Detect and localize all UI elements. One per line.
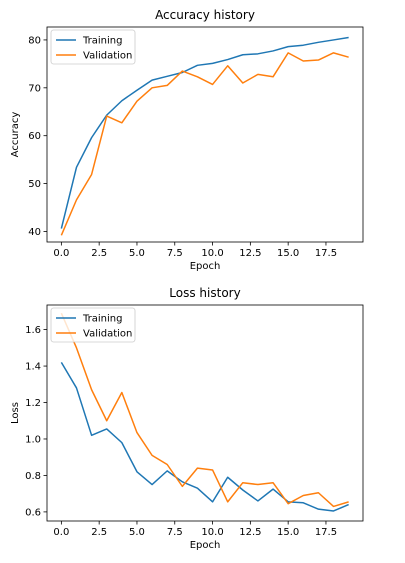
plot-frame [46, 26, 364, 243]
x-axis-label: Epoch [190, 261, 221, 272]
x-axis-label: Epoch [190, 540, 221, 551]
x-tick-label: 5.0 [129, 527, 145, 538]
legend-label: Training [82, 314, 122, 325]
y-tick-label: 40 [28, 227, 41, 238]
x-tick-label: 0.0 [53, 527, 69, 538]
x-tick-label: 12.5 [239, 248, 261, 259]
x-tick-label: 10.0 [201, 527, 223, 538]
y-tick-label: 0.8 [25, 471, 41, 482]
series-line-validation [60, 52, 349, 236]
x-tick-label: 2.5 [91, 248, 107, 259]
x-tick-label: 15.0 [277, 527, 299, 538]
y-tick-label: 1.6 [25, 325, 41, 336]
y-tick-label: 50 [28, 179, 41, 190]
subplot-2: 0.0 2.5 5.0 7.5 10.0 12.5 15.0 17.5 0.6 0.8 1.0 1.2… [10, 286, 364, 551]
legend: Training Validation [50, 29, 136, 65]
x-tick-label: 2.5 [91, 527, 107, 538]
y-tick-label: 1.4 [25, 362, 41, 373]
x-tick-label: 7.5 [167, 527, 183, 538]
y-axis-label: Accuracy [10, 112, 21, 158]
x-tick-label: 0.0 [53, 248, 69, 259]
series-line-training [60, 36, 349, 229]
legend: Training Validation [50, 307, 136, 343]
x-tick-label: 15.0 [277, 248, 299, 259]
y-tick-label: 0.6 [25, 507, 41, 518]
x-tick-label: 17.5 [315, 527, 337, 538]
series-line-training [60, 362, 349, 512]
y-tick-label: 80 [28, 35, 41, 46]
x-tick-label: 12.5 [239, 527, 261, 538]
x-tick-label: 7.5 [167, 248, 183, 259]
plot-frame [46, 304, 364, 522]
y-axis-label: Loss [10, 402, 21, 424]
y-tick-label: 60 [28, 131, 41, 142]
subplot-1: 0.0 2.5 5.0 7.5 10.0 12.5 15.0 17.5 40 50 60 70 80 Ac… [10, 8, 364, 272]
chart-title: Accuracy history [155, 8, 255, 22]
y-tick-label: 1.0 [25, 434, 41, 445]
x-tick-label: 10.0 [201, 248, 223, 259]
series-line-validation [60, 312, 349, 508]
x-tick-label: 17.5 [315, 248, 337, 259]
y-tick-label: 1.2 [25, 398, 41, 409]
chart-title: Loss history [169, 286, 240, 300]
y-tick-label: 70 [28, 83, 41, 94]
legend-label: Validation [83, 51, 132, 62]
legend-label: Training [82, 36, 122, 47]
legend-label: Validation [83, 329, 132, 340]
x-tick-label: 5.0 [129, 248, 145, 259]
